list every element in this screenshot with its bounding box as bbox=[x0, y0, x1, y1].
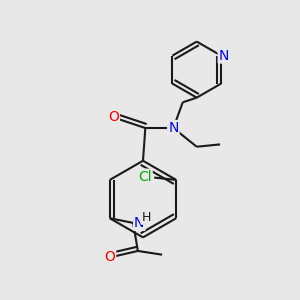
Text: O: O bbox=[108, 110, 119, 124]
Text: N: N bbox=[134, 216, 145, 230]
Text: N: N bbox=[168, 121, 178, 135]
Text: N: N bbox=[219, 49, 229, 63]
Text: H: H bbox=[142, 211, 151, 224]
Text: O: O bbox=[104, 250, 115, 265]
Text: Cl: Cl bbox=[138, 169, 152, 184]
